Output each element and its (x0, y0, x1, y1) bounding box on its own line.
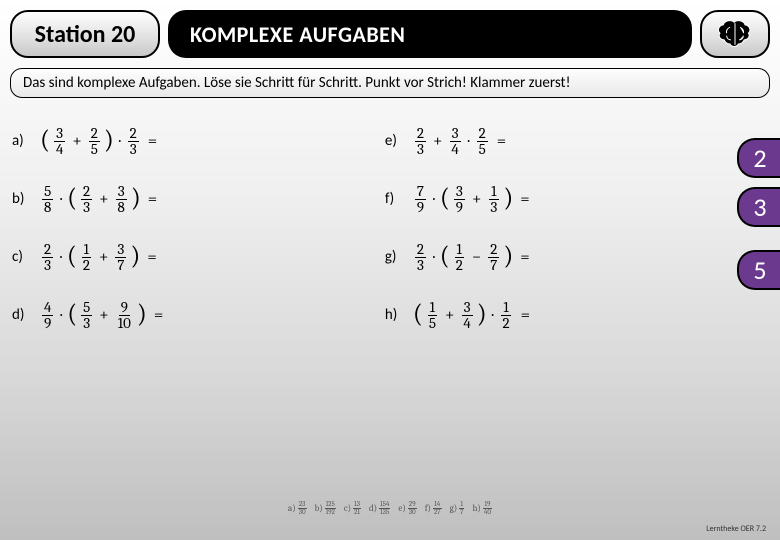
right-column: e)23+34·25=f)79·(39+13)=g)23·(12−27)=h)(… (385, 112, 748, 344)
brain-icon (700, 10, 770, 58)
instruction-bar: Das sind komplexe Aufgaben. Löse sie Sch… (10, 68, 770, 98)
exercise-expression: 23·(12−27)= (413, 242, 530, 273)
exercise-row: c)23·(12+37)= (12, 228, 375, 286)
exercise-label: a) (12, 132, 40, 150)
exercise-row: g)23·(12−27)= (385, 228, 748, 286)
exercise-row: d)49·(53+910)= (12, 286, 375, 344)
content-area: a)(34+25)·23=b)58·(23+38)=c)23·(12+37)=d… (12, 104, 768, 404)
difficulty-badge: 2 (737, 138, 780, 178)
exercise-expression: 23·(12+37)= (40, 242, 157, 273)
exercise-row: a)(34+25)·23= (12, 112, 375, 170)
exercise-row: b)58·(23+38)= (12, 170, 375, 228)
exercise-row: f)79·(39+13)= (385, 170, 748, 228)
footer-label: Lerntheke OER 7.2 (706, 524, 766, 534)
exercise-expression: 23+34·25= (413, 126, 506, 157)
exercise-label: f) (385, 190, 413, 208)
exercise-row: h)(15+34)·12= (385, 286, 748, 344)
exercise-row: e)23+34·25= (385, 112, 748, 170)
exercise-expression: (34+25)·23= (40, 126, 157, 157)
exercise-label: c) (12, 248, 40, 266)
exercise-expression: 49·(53+910)= (40, 300, 163, 331)
exercise-expression: 58·(23+38)= (40, 184, 157, 215)
left-column: a)(34+25)·23=b)58·(23+38)=c)23·(12+37)=d… (12, 112, 375, 344)
exercise-label: h) (385, 306, 413, 324)
difficulty-badge: 5 (737, 250, 780, 290)
side-badges: 2 3 5 (737, 138, 780, 290)
exercise-expression: 79·(39+13)= (413, 184, 530, 215)
exercise-label: d) (12, 306, 40, 324)
exercise-label: b) (12, 190, 40, 208)
exercise-expression: (15+34)·12= (413, 300, 530, 331)
station-label: Station 20 (10, 10, 160, 58)
exercise-label: g) (385, 248, 413, 266)
page-title: KOMPLEXE AUFGABEN (168, 10, 692, 58)
exercise-label: e) (385, 132, 413, 150)
difficulty-badge: 3 (737, 187, 780, 227)
answer-key: a)2330b)125192c)1321d)154135e)2930f)1427… (0, 501, 780, 516)
header: Station 20 KOMPLEXE AUFGABEN (0, 0, 780, 64)
